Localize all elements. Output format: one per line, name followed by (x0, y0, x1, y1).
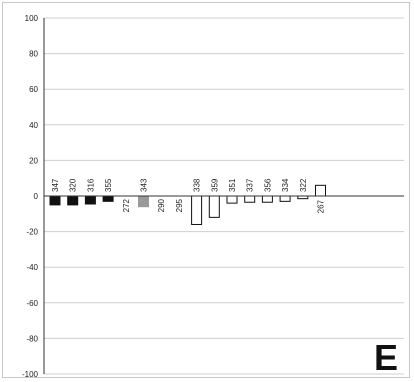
y-tick-label: 80 (29, 50, 38, 59)
bar (315, 184, 326, 197)
y-tick-label: 0 (34, 192, 39, 201)
bar (191, 195, 203, 225)
category-label: 343 (140, 178, 149, 192)
panel-label: E (374, 337, 398, 378)
y-tick-label: 60 (29, 85, 38, 94)
category-labels: 347 320 316 355 272 343 290 295 338 359 351 337 356 3… (51, 178, 326, 213)
chart-frame (2, 2, 410, 378)
category-label: 295 (175, 198, 184, 212)
bar (244, 195, 256, 203)
axes (43, 18, 404, 374)
category-label: 290 (157, 198, 166, 212)
category-label: 267 (317, 199, 326, 213)
bar (279, 195, 291, 202)
bar (67, 195, 79, 206)
category-label: 320 (69, 178, 78, 192)
y-tick-label: 20 (29, 156, 38, 165)
category-label: 338 (193, 178, 202, 192)
y-tick-label: -100 (22, 370, 39, 379)
category-label: 322 (299, 178, 308, 192)
y-tick-label: 100 (25, 14, 39, 23)
category-label: 351 (228, 178, 237, 192)
category-label: 337 (246, 178, 255, 192)
y-tick-label: -40 (26, 263, 38, 272)
bar (138, 195, 149, 208)
bars (49, 184, 326, 225)
category-label: 356 (263, 178, 272, 192)
y-tick-label: -60 (26, 299, 38, 308)
bar (102, 195, 114, 202)
category-label: 347 (51, 178, 60, 192)
y-tick-label: -80 (26, 334, 38, 343)
y-axis-ticks: 100 80 60 40 20 0 -20 -40 -60 -80 -100 (22, 14, 39, 379)
bar (84, 195, 96, 205)
category-label: 272 (122, 198, 131, 212)
bar (261, 195, 273, 203)
category-label: 359 (210, 178, 219, 192)
bar (49, 195, 61, 206)
y-tick-label: 40 (29, 121, 38, 130)
y-tick-label: -20 (26, 228, 38, 237)
category-label: 355 (104, 178, 113, 192)
category-label: 316 (86, 178, 95, 192)
category-label: 334 (281, 178, 290, 192)
bar (208, 195, 220, 218)
bar (226, 195, 238, 204)
